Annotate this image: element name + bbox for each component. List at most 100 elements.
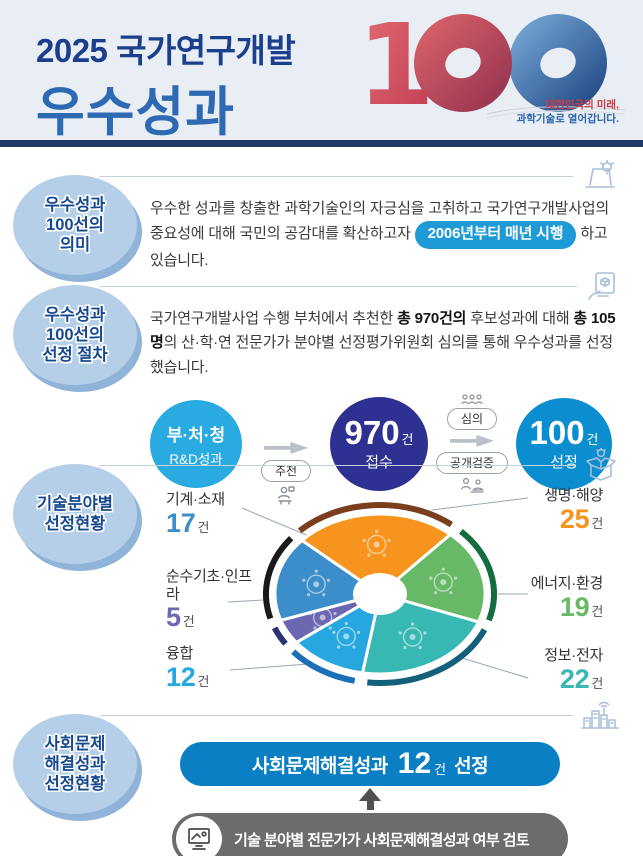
label-value: 17 bbox=[166, 508, 196, 538]
badge-social-line3: 선정현황 bbox=[44, 775, 106, 794]
committee-icon bbox=[461, 394, 483, 405]
section-divider-line bbox=[100, 285, 577, 287]
badge-meaning: 우수성과 100선의 의미 bbox=[13, 175, 137, 275]
flow-step-received: 970 건 접수 bbox=[330, 397, 428, 492]
label-value: 22 bbox=[559, 664, 590, 694]
badge-process-line3: 선정 절차 bbox=[42, 346, 108, 365]
main-content: 우수성과 100선의 의미 우수한 성과를 창출한 과학기술인의 자긍심을 고취… bbox=[0, 147, 643, 856]
header: 2025 국가연구개발 우수성과 bbox=[0, 0, 643, 142]
section-divider-line bbox=[100, 714, 573, 716]
section-meaning-header bbox=[100, 160, 619, 191]
logo-100-graphic: 1 bbox=[357, 1, 626, 131]
page-title: 2025 국가연구개발 우수성과 bbox=[36, 24, 296, 146]
badge-fields: 기술분야별 선정현황 bbox=[13, 464, 137, 564]
label-text: 정보·전자 bbox=[544, 647, 603, 664]
review-pill: 심의 bbox=[446, 407, 498, 430]
badge-process: 우수성과 100선의 선정 절차 bbox=[13, 285, 137, 385]
slice-glyph-icon bbox=[332, 621, 361, 649]
badge-fields-line1: 기술분야별 bbox=[37, 494, 113, 513]
chart-label-convergence: 융합 12 건 bbox=[166, 642, 209, 691]
badge-fields-line2: 선정현황 bbox=[44, 515, 106, 533]
section-fields: 기술분야별 선정현황 기계·소재 17 건 생명·해양 bbox=[0, 448, 643, 714]
received-label: 접수 bbox=[365, 454, 393, 472]
logo-100: 1 대한민국의 미래, 과학기술로 열어갑니다. bbox=[357, 1, 629, 134]
badge-social-line1: 사회문제 bbox=[44, 734, 106, 753]
result-suffix: 선정 bbox=[454, 755, 489, 777]
title-line1: 2025 국가연구개발 bbox=[36, 32, 296, 69]
label-text: 생명·해양 bbox=[544, 487, 603, 504]
laptop-idea-icon bbox=[585, 160, 615, 188]
result-prefix: 사회문제해결성과 bbox=[251, 755, 388, 777]
section-process-header bbox=[100, 271, 619, 301]
social-note-pill: 기술 분야별 전문가가 사회문제해결성과 여부 검토 bbox=[172, 813, 568, 856]
flow-step1-line1: 부·처·청 bbox=[166, 425, 226, 445]
label-value: 12 bbox=[166, 662, 196, 692]
open-box-icon bbox=[586, 448, 616, 481]
process-bold-105: 총 105명 bbox=[150, 310, 616, 352]
label-value: 19 bbox=[559, 592, 590, 622]
logo-tagline: 대한민국의 미래, 과학기술로 열어갑니다. bbox=[517, 98, 619, 126]
since-2006-pill: 2006년부터 매년 시행 bbox=[414, 221, 577, 249]
process-text-1: 국가연구개발사업 수행 부처에서 추천한 bbox=[150, 310, 398, 327]
pie-outer-ring-0 bbox=[297, 501, 453, 534]
section-divider-line bbox=[100, 175, 573, 177]
chart-label-energy-environment: 에너지·환경 19 건 bbox=[530, 572, 604, 622]
selected-unit: 건 bbox=[586, 432, 599, 448]
social-result-pill: 사회문제해결성과 12 건 선정 bbox=[180, 742, 560, 786]
presenter-icon bbox=[278, 486, 295, 505]
logo-digit-one: 1 bbox=[357, 6, 435, 131]
badge-process-line1: 우수성과 bbox=[44, 305, 106, 324]
badge-meaning-line3: 의미 bbox=[59, 236, 91, 255]
title-line2: 우수성과 bbox=[36, 83, 236, 142]
badge-meaning-line1: 우수성과 bbox=[44, 195, 106, 214]
header-divider-bar bbox=[0, 140, 643, 147]
note-text: 기술 분야별 전문가가 사회문제해결성과 여부 검토 bbox=[234, 831, 530, 849]
section-social-body: 사회문제 해결성과 선정현황 사회문제해결성과 12 건 선정 bbox=[0, 714, 643, 856]
section-meaning: 우수성과 100선의 의미 우수한 성과를 창출한 과학기술인의 자긍심을 고취… bbox=[0, 160, 643, 275]
tagline-line2: 과학기술로 열어갑니다. bbox=[516, 112, 619, 125]
selected-count: 100 bbox=[529, 414, 585, 452]
computer-review-icon bbox=[188, 828, 210, 850]
process-text-2: 후보성과에 대해 bbox=[466, 310, 574, 327]
received-count: 970 bbox=[344, 414, 400, 452]
verification-icon bbox=[461, 477, 484, 493]
process-bold-970: 총 970건의 bbox=[397, 310, 467, 327]
pie-outer-ring-3 bbox=[291, 649, 356, 684]
flow-connector-review: 심의 공개검증 bbox=[428, 394, 516, 495]
label-text: 에너지·환경 bbox=[530, 575, 604, 592]
meaning-text-before: 우수한 성과를 창출한 과학기술인의 자긍심을 고취하고 국가연구개발사업의 중… bbox=[150, 200, 610, 243]
slice-glyph-icon bbox=[398, 622, 427, 650]
public-verification-pill: 공개검증 bbox=[435, 451, 509, 474]
section-meaning-body: 우수성과 100선의 의미 우수한 성과를 창출한 과학기술인의 자긍심을 고취… bbox=[0, 175, 643, 275]
badge-process-line2: 100선의 bbox=[46, 325, 104, 344]
chart-label-bio-marine: 생명·해양 25 건 bbox=[544, 484, 603, 533]
pie-outer-ring-1 bbox=[459, 528, 497, 622]
tagline-line1: 대한민국의 미래, bbox=[545, 98, 619, 111]
section-social: 사회문제 해결성과 선정현황 사회문제해결성과 12 건 선정 bbox=[0, 700, 643, 856]
donut-chart-svg bbox=[227, 497, 529, 686]
selected-label: 선정 bbox=[550, 454, 578, 472]
badge-meaning-line2: 100선의 bbox=[46, 215, 104, 234]
pie-outer-ring-2 bbox=[367, 628, 488, 686]
pie-outer-ring-5 bbox=[263, 536, 294, 620]
result-unit: 건 bbox=[434, 761, 447, 777]
section-process-body: 우수성과 100선의 선정 절차 국가연구개발사업 수행 부처에서 추천한 총 … bbox=[0, 285, 643, 505]
chart-label-mechanics-materials: 기계·소재 17 건 bbox=[166, 488, 225, 537]
right-arrow-icon bbox=[450, 434, 494, 447]
meaning-text-after: 하고 있습니다. bbox=[150, 225, 608, 269]
meaning-paragraph: 우수한 성과를 창출한 과학기술인의 자긍심을 고취하고 국가연구개발사업의 중… bbox=[150, 191, 617, 273]
process-paragraph: 국가연구개발사업 수행 부처에서 추천한 총 970건의 후보성과에 대해 총 … bbox=[150, 301, 617, 380]
up-arrow-icon bbox=[180, 786, 560, 810]
section-fields-body: 기술분야별 선정현황 기계·소재 17 건 생명·해양 bbox=[0, 464, 643, 714]
pie-outer-ring-4 bbox=[271, 626, 288, 646]
slice-glyph-icon bbox=[302, 569, 331, 597]
label-value: 25 bbox=[559, 504, 590, 534]
chart-label-info-electronics: 정보·전자 22 건 bbox=[544, 644, 603, 693]
badge-social-line2: 해결성과 bbox=[44, 754, 106, 773]
label-value: 5 bbox=[166, 602, 181, 633]
section-fields-header bbox=[100, 448, 619, 481]
certificate-hand-icon bbox=[588, 272, 615, 300]
selection-flow-diagram: 부·처·청 R&D성과 추천 bbox=[150, 384, 617, 505]
